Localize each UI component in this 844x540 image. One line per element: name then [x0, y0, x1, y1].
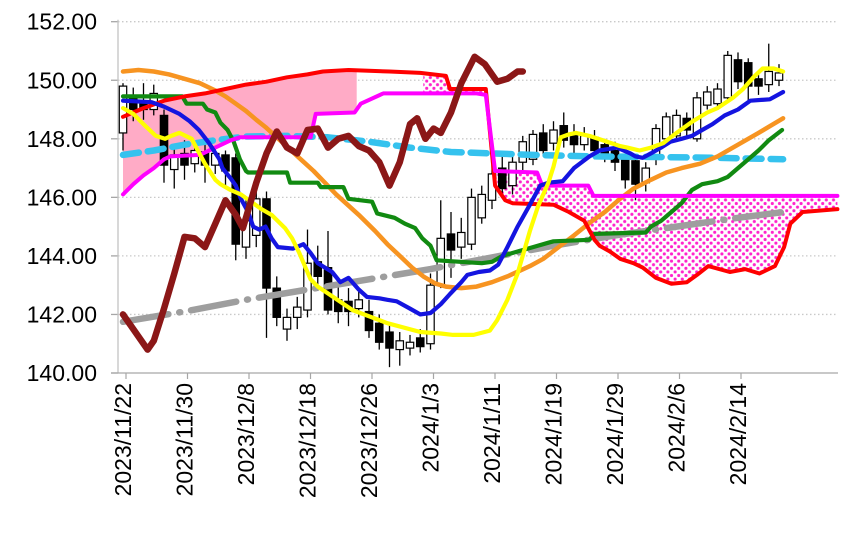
- candle-up: [723, 54, 733, 99]
- candle-down: [497, 167, 507, 190]
- overlay-lines-under: [119, 67, 788, 326]
- x-axis-tick-label: 2023/11/22: [110, 383, 136, 496]
- overlay-lines-over: [119, 53, 786, 353]
- candle-down: [415, 337, 425, 348]
- x-axis-tick-label: 2023/12/8: [233, 383, 259, 485]
- cloud-fill: [423, 73, 838, 284]
- candle-up: [405, 341, 415, 349]
- cloud-upper-red: [121, 68, 840, 286]
- candle-up: [477, 193, 487, 219]
- candle-up: [702, 91, 712, 106]
- y-axis-labels: 140.00 142.00 144.00 146.00 148.00 150.00 152.…: [27, 9, 97, 386]
- lagging-span-maroon: [119, 53, 527, 353]
- candle-down: [272, 287, 282, 318]
- candle-down: [231, 157, 241, 245]
- candle-down: [446, 233, 456, 251]
- ichimoku-cloud: [123, 70, 838, 284]
- candle-down: [620, 158, 630, 181]
- candle-up: [672, 114, 681, 137]
- y-axis-tick-label: 144.00: [27, 243, 97, 269]
- candle-up: [528, 133, 538, 160]
- x-axis-tick-label: 2024/1/11: [479, 383, 505, 484]
- x-axis-tick-label: 2023/12/18: [295, 383, 321, 498]
- ma-green: [120, 94, 785, 266]
- candle-up: [764, 70, 774, 86]
- y-axis-tick-label: 152.00: [27, 9, 97, 35]
- ma-orange: [120, 67, 786, 291]
- candle-up: [251, 198, 261, 237]
- y-axis-tick-label: 142.00: [27, 301, 97, 327]
- candle-up: [549, 129, 558, 144]
- x-axis-tick-label: 2024/2/14: [725, 383, 751, 486]
- candle-up: [282, 316, 292, 330]
- x-axis-tick-label: 2023/12/26: [356, 383, 382, 498]
- candle-down: [364, 310, 374, 332]
- candle-down: [262, 198, 271, 289]
- cloud-fill: [123, 70, 357, 195]
- candle-up: [467, 196, 476, 245]
- candle-up: [292, 306, 302, 318]
- candle-down: [538, 132, 548, 152]
- y-axis-tick-label: 140.00: [27, 360, 97, 386]
- candle-up: [456, 231, 466, 248]
- candle-up: [661, 116, 671, 140]
- candle-up: [395, 340, 405, 351]
- x-axis-tick-label: 2024/1/3: [418, 383, 444, 473]
- x-axis-labels: 2023/11/22 2023/11/30 2023/12/8 2023/12/18 2…: [110, 383, 751, 498]
- cloud-boundary-lines: [121, 68, 840, 286]
- candle-up: [508, 161, 517, 187]
- candle-up: [713, 88, 722, 105]
- x-axis-tick-label: 2024/1/19: [541, 383, 567, 485]
- candle-down: [385, 331, 394, 349]
- ma-cyan-dashed: [119, 132, 787, 163]
- candle-down: [180, 152, 189, 166]
- y-axis-tick-label: 146.00: [27, 184, 97, 210]
- ma-yellow: [120, 66, 786, 337]
- candle-down: [733, 59, 743, 83]
- y-axis-tick-label: 150.00: [27, 67, 97, 93]
- candle-down: [754, 78, 763, 87]
- candle-up: [354, 299, 364, 310]
- candle-down: [374, 322, 384, 343]
- x-axis-tick-label: 2024/2/6: [664, 383, 690, 473]
- cloud-lower-magenta: [121, 91, 840, 198]
- x-axis-tick-label: 2024/1/29: [602, 383, 628, 485]
- candle-down: [631, 160, 640, 185]
- candle-up: [303, 262, 312, 311]
- x-axis-tick-label: 2023/11/30: [172, 383, 198, 496]
- y-axis-tick-label: 148.00: [27, 126, 97, 152]
- candle-up: [774, 72, 784, 81]
